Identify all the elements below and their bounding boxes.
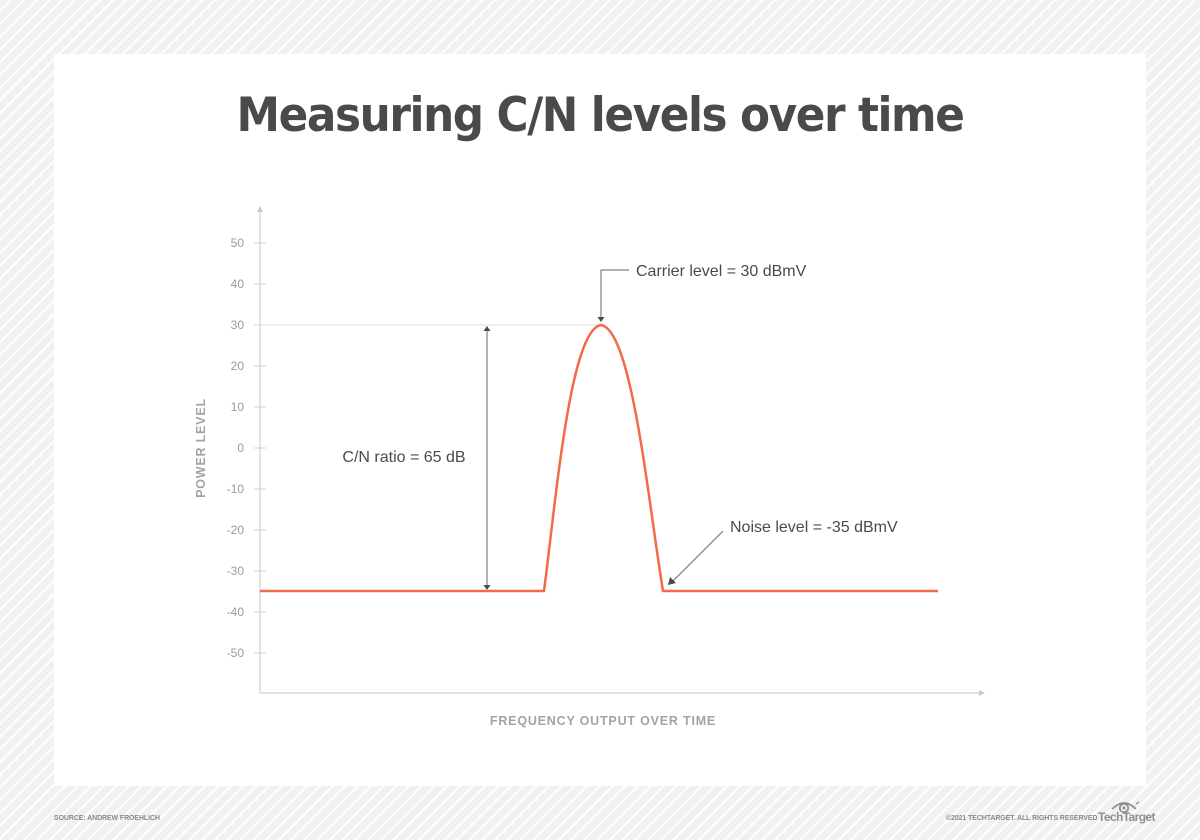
carrier-pointer (600, 269, 629, 317)
y-tick-label: 50 (231, 236, 245, 250)
noise-pointer (672, 530, 724, 582)
noise-label: Noise level = -35 dBmV (730, 519, 898, 536)
carrier-label: Carrier level = 30 dBmV (636, 263, 807, 280)
x-axis-arrow-icon (979, 690, 985, 696)
y-ticks (254, 242, 266, 654)
y-tick-label: 20 (231, 359, 245, 373)
y-tick-label: -50 (227, 646, 245, 660)
signal-line (260, 323, 938, 593)
y-tick-label: 30 (231, 318, 245, 332)
cn-ratio-label: C/N ratio = 65 dB (342, 449, 465, 466)
logo-text: TechTarget (1098, 810, 1156, 824)
chart-title: Measuring C/N levels over time (236, 88, 965, 143)
arrow-down-icon (597, 317, 605, 322)
arrow-up-icon (483, 326, 491, 331)
x-axis-title: FREQUENCY OUTPUT OVER TIME (490, 714, 716, 728)
y-tick-label: 0 (237, 441, 244, 455)
arrow-diagonal-icon (668, 577, 676, 585)
techtarget-logo: TechTarget (1098, 798, 1156, 826)
y-tick-label: -40 (227, 605, 245, 619)
eye-icon (1111, 801, 1140, 814)
y-tick-labels: 50 40 30 20 10 0 -10 -20 -30 -40 -50 (227, 236, 245, 660)
y-axis-arrow-icon (257, 206, 263, 212)
y-axis-title: POWER LEVEL (194, 398, 208, 498)
y-tick-label: 10 (231, 400, 245, 414)
y-tick-label: -10 (227, 482, 245, 496)
y-tick-label: 40 (231, 277, 245, 291)
y-tick-label: -30 (227, 564, 245, 578)
source-credit: SOURCE: ANDREW FROEHLICH (54, 815, 160, 822)
copyright-notice: ©2021 TECHTARGET. ALL RIGHTS RESERVED (946, 815, 1098, 822)
y-tick-label: -20 (227, 523, 245, 537)
arrow-down-icon (483, 585, 491, 590)
chart-card (54, 54, 1146, 786)
